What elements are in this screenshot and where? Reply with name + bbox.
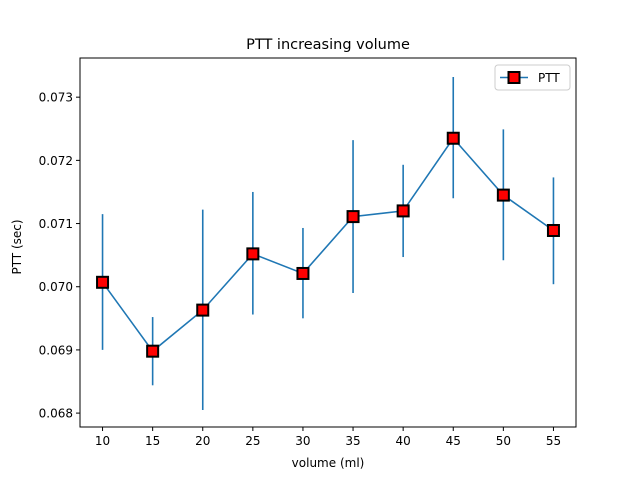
y-tick-label: 0.070 (39, 280, 73, 294)
y-tick-label: 0.071 (39, 217, 73, 231)
x-tick-label: 30 (295, 434, 310, 448)
x-tick-label: 10 (95, 434, 110, 448)
x-tick-label: 15 (145, 434, 160, 448)
legend: PTT (494, 64, 571, 91)
data-point (346, 210, 360, 224)
legend-label: PTT (538, 71, 560, 85)
x-tick-label: 35 (345, 434, 360, 448)
x-tick-label: 40 (396, 434, 411, 448)
x-tick-label: 50 (496, 434, 511, 448)
series-line (101, 136, 554, 353)
data-point (96, 275, 110, 289)
data-point (446, 131, 460, 145)
y-axis-label: PTT (sec) (10, 219, 24, 274)
legend-marker (507, 71, 521, 84)
data-point (496, 188, 510, 202)
y-tick-label: 0.072 (39, 154, 73, 168)
x-axis: 10 15 20 25 30 35 40 45 50 55 (95, 427, 561, 448)
x-axis-label: volume (ml) (292, 456, 365, 470)
axes-frame (79, 57, 577, 428)
data-point (546, 223, 560, 237)
x-tick-label: 20 (195, 434, 210, 448)
x-tick-label: 45 (446, 434, 461, 448)
data-point (396, 204, 410, 218)
chart-title: PTT increasing volume (246, 37, 410, 53)
y-axis: 0.068 0.069 0.070 0.071 0.072 0.073 (39, 91, 80, 421)
x-tick-label: 25 (245, 434, 260, 448)
data-point (296, 266, 310, 280)
data-point (146, 344, 160, 358)
data-point (196, 303, 210, 317)
data-point (246, 247, 260, 261)
y-tick-label: 0.068 (39, 407, 73, 421)
y-tick-label: 0.073 (39, 91, 73, 105)
x-tick-label: 55 (546, 434, 561, 448)
plot-area (96, 76, 560, 410)
y-tick-label: 0.069 (39, 343, 73, 357)
